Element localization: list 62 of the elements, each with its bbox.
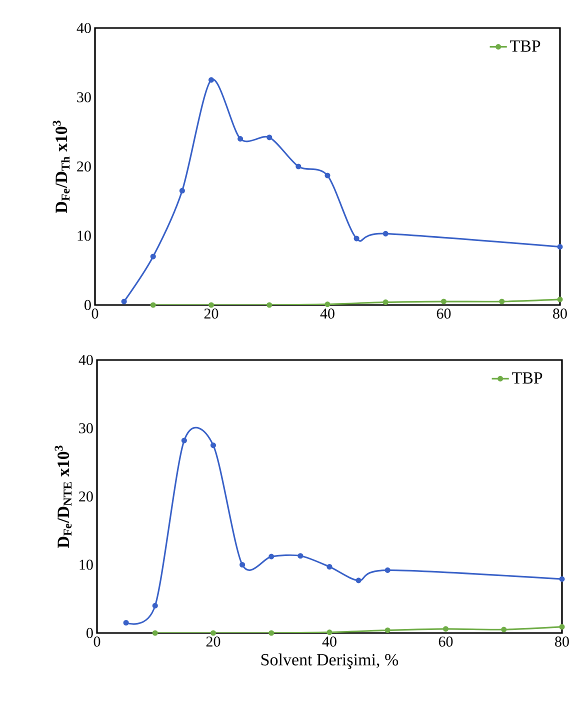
- x-tick-label: 80: [555, 636, 569, 647]
- legend-label: TBP: [512, 372, 542, 384]
- point: [499, 298, 505, 304]
- point: [179, 188, 185, 194]
- point: [268, 554, 274, 560]
- point: [298, 553, 304, 559]
- x-tick-label: 60: [436, 308, 451, 319]
- point: [559, 624, 565, 630]
- point: [356, 578, 362, 584]
- point: [181, 438, 187, 444]
- point: [324, 302, 330, 308]
- x-axis-title: Solvent Derişimi, %: [261, 654, 398, 669]
- y-axis-title: D$_{Fe}$/D$_{Th}$ x10$^{3}$: [52, 120, 70, 213]
- x-tick-label: 40: [320, 308, 334, 319]
- point: [296, 164, 302, 170]
- x-tick-label: 20: [204, 308, 218, 319]
- point: [501, 626, 507, 632]
- point: [268, 630, 274, 636]
- point: [326, 630, 332, 636]
- x-tick-label: 60: [438, 636, 453, 647]
- point: [210, 630, 216, 636]
- point: [384, 567, 390, 574]
- point: [240, 562, 246, 568]
- point: [238, 136, 244, 142]
- point: [557, 244, 563, 250]
- y-tick-label: 10: [80, 560, 93, 570]
- point: [559, 576, 565, 582]
- point: [382, 299, 388, 306]
- point: [123, 620, 129, 626]
- point: [150, 302, 156, 308]
- y-tick-label: 0: [84, 300, 91, 310]
- point: [442, 626, 449, 632]
- y-tick-label: 20: [79, 491, 93, 502]
- point: [326, 564, 332, 570]
- point: [208, 77, 214, 83]
- y-tick-label: 40: [76, 22, 91, 34]
- y-tick-label: 30: [77, 92, 91, 102]
- x-tick-label: 80: [553, 308, 567, 319]
- x-tick-label: 20: [206, 636, 220, 647]
- y-axis-title: D$_{Fe}$/D$_{NTE}$ x10$^{3}$: [54, 446, 72, 548]
- point: [152, 602, 158, 608]
- y-tick-label: 40: [78, 354, 93, 366]
- point: [210, 442, 216, 448]
- point: [384, 627, 390, 634]
- point: [121, 298, 127, 304]
- y-tick-label: 0: [86, 628, 93, 638]
- point: [208, 302, 214, 308]
- y-tick-label: 10: [78, 230, 91, 241]
- point: [382, 230, 388, 236]
- x-tick-label: 40: [322, 636, 336, 647]
- point: [324, 172, 330, 178]
- y-tick-label: 20: [77, 161, 91, 172]
- legend-label: TBP: [510, 40, 540, 52]
- point: [150, 254, 156, 260]
- point: [152, 630, 158, 636]
- point: [557, 296, 563, 302]
- y-tick-label: 30: [79, 423, 93, 434]
- point: [266, 134, 272, 140]
- x-tick-label: 0: [94, 636, 100, 647]
- point: [440, 298, 447, 304]
- point: [266, 302, 272, 308]
- point: [354, 236, 360, 242]
